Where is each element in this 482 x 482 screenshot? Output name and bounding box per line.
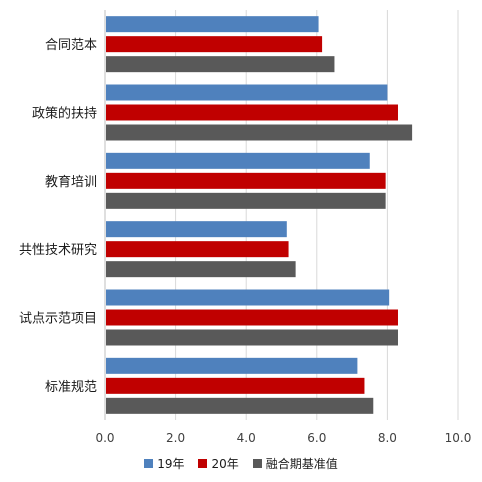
bar-2-0 bbox=[106, 56, 335, 73]
bar-1-5 bbox=[106, 377, 365, 394]
x-tick-labels: 0.0 2.0 4.0 6.0 8.0 10.0 bbox=[95, 431, 471, 445]
legend-swatch-20 bbox=[198, 458, 208, 468]
category-label: 试点示范项目 bbox=[19, 312, 97, 327]
bar-1-1 bbox=[106, 104, 398, 121]
x-tick-label: 10.0 bbox=[445, 431, 472, 445]
category-label: 合同范本 bbox=[45, 38, 97, 53]
legend-item-19: 19年 bbox=[144, 455, 184, 472]
bar-0-2 bbox=[106, 152, 370, 169]
legend-item-20: 20年 bbox=[198, 455, 239, 472]
bar-2-1 bbox=[106, 124, 413, 141]
x-tick-label: 2.0 bbox=[166, 431, 185, 445]
x-tick-label: 0.0 bbox=[95, 431, 114, 445]
category-label: 政策的扶持 bbox=[32, 106, 97, 122]
bars bbox=[106, 16, 413, 414]
bar-1-2 bbox=[106, 172, 386, 189]
bar-2-3 bbox=[106, 261, 296, 278]
bar-0-0 bbox=[106, 16, 319, 33]
bar-1-0 bbox=[106, 36, 323, 53]
bar-0-5 bbox=[106, 357, 358, 374]
category-label: 教育培训 bbox=[45, 174, 97, 190]
x-tick-label: 4.0 bbox=[237, 431, 256, 445]
grid-lines bbox=[104, 10, 459, 420]
legend-label-19: 19年 bbox=[157, 456, 185, 471]
category-label: 共性技术研究 bbox=[19, 243, 97, 258]
bar-2-5 bbox=[106, 397, 374, 414]
legend-swatch-baseline bbox=[252, 458, 262, 468]
bar-0-1 bbox=[106, 84, 388, 101]
bar-0-3 bbox=[106, 221, 287, 238]
legend: 19年 20年 融合期基准值 bbox=[0, 450, 482, 476]
bar-0-4 bbox=[106, 289, 390, 306]
bar-2-4 bbox=[106, 329, 398, 346]
legend-label-20: 20年 bbox=[211, 456, 239, 471]
x-tick-label: 6.0 bbox=[307, 431, 326, 445]
bar-1-4 bbox=[106, 309, 398, 326]
x-tick-label: 8.0 bbox=[378, 431, 397, 445]
legend-item-baseline: 融合期基准值 bbox=[252, 455, 338, 472]
bar-1-3 bbox=[106, 241, 289, 258]
bar-2-2 bbox=[106, 192, 386, 209]
category-label: 标准规范 bbox=[45, 380, 97, 395]
legend-swatch-19 bbox=[144, 458, 154, 468]
legend-label-baseline: 融合期基准值 bbox=[265, 456, 338, 471]
